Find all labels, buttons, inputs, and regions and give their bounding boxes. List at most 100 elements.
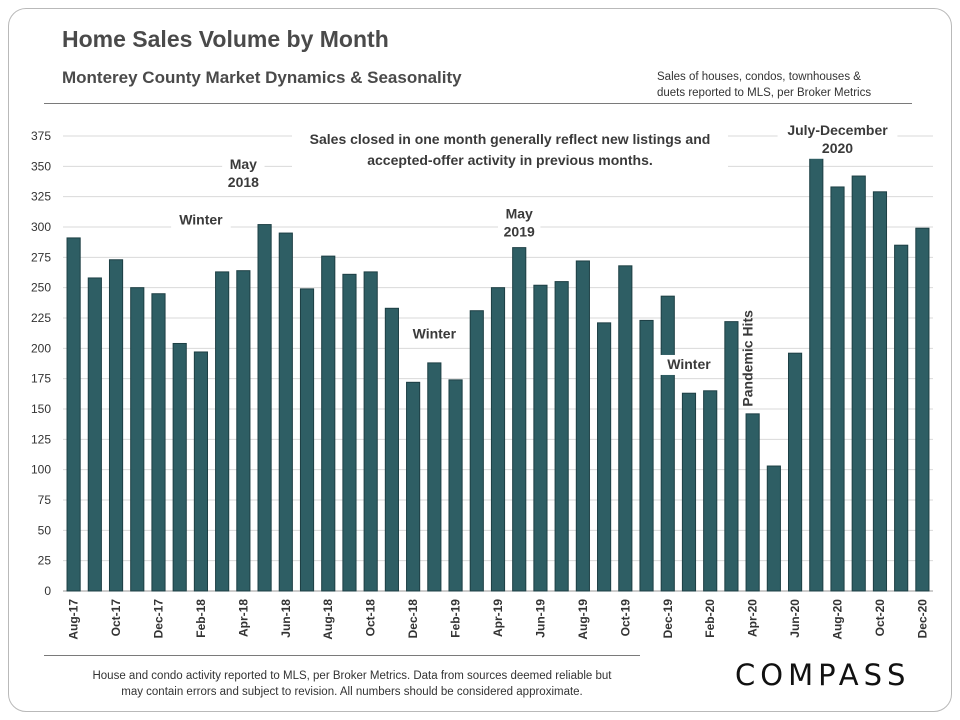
bar-Apr-18: [236, 270, 251, 592]
annotation-label: May: [230, 156, 257, 172]
x-tick-label: Aug-18: [321, 599, 335, 640]
x-tick-label: Oct-19: [618, 599, 632, 637]
y-tick-label: 125: [31, 432, 51, 446]
x-tick-label: Apr-18: [236, 599, 250, 637]
bar-Oct-18: [363, 271, 378, 592]
bar-Feb-18: [193, 351, 209, 592]
annotation-label: Winter: [179, 212, 223, 228]
x-tick-label: Feb-18: [194, 599, 208, 638]
compass-logo: COMPASS: [735, 658, 911, 692]
annotation-bg: [171, 210, 231, 231]
x-tick-label: Dec-18: [406, 599, 420, 639]
y-tick-label: 150: [31, 402, 51, 416]
bar-Jan-19: [427, 362, 442, 592]
bar-Oct-17: [108, 259, 124, 592]
annotation-bg: [404, 324, 465, 345]
x-tick-label: Oct-17: [109, 599, 123, 637]
bar-May-18: [257, 224, 272, 592]
bar-Dec-18: [406, 381, 421, 592]
bar-Dec-17: [151, 293, 166, 592]
bar-Jun-20: [787, 352, 803, 592]
chart-note-line: accepted-offer activity in previous mont…: [367, 152, 653, 168]
footer-line-2: may contain errors and subject to revisi…: [121, 686, 583, 698]
bar-Dec-20: [915, 227, 930, 592]
x-tick-label: Feb-20: [703, 599, 717, 638]
bar-Oct-19: [618, 265, 633, 592]
bar-Dec-19: [660, 295, 675, 592]
y-tick-label: 275: [31, 250, 51, 264]
footer-line-1: House and condo activity reported to MLS…: [92, 670, 612, 682]
source-note-line-1: Sales of houses, condos, townhouses &: [657, 71, 861, 83]
bar-Oct-20: [872, 191, 888, 592]
bar-Sep-20: [851, 175, 866, 592]
bar-Aug-17: [66, 237, 81, 592]
annotation-label: Winter: [413, 326, 457, 342]
footer-divider: [44, 655, 640, 656]
bar-Feb-19: [448, 379, 463, 592]
bar-Aug-18: [321, 255, 336, 592]
x-tick-label: Jun-20: [788, 599, 802, 638]
bar-Jan-18: [172, 342, 187, 592]
x-tick-label: Jun-19: [533, 599, 547, 638]
y-tick-label: 100: [31, 463, 51, 477]
footer-disclaimer: House and condo activity reported to MLS…: [62, 668, 642, 700]
x-tick-label: Dec-17: [151, 599, 165, 639]
bar-Jan-20: [681, 392, 697, 592]
page-title: Home Sales Volume by Month: [62, 26, 389, 52]
x-tick-label: Feb-19: [449, 599, 463, 638]
annotation-bg: [659, 354, 719, 375]
x-tick-label: Jun-18: [279, 599, 293, 638]
bar-Sep-18: [342, 273, 357, 592]
x-tick-label: Aug-20: [831, 599, 845, 640]
bar-Nov-17: [130, 287, 145, 592]
annotation-label: 2019: [504, 224, 535, 240]
y-tick-label: 50: [38, 523, 52, 537]
bar-Nov-18: [384, 307, 399, 592]
bar-Nov-20: [894, 244, 909, 592]
bar-Jun-19: [533, 284, 548, 592]
bar-Nov-19: [639, 319, 654, 592]
bar-Apr-20: [745, 413, 760, 592]
bar-Mar-18: [215, 271, 230, 592]
y-tick-label: 225: [31, 311, 51, 325]
x-tick-label: Aug-19: [576, 599, 590, 640]
y-tick-label: 375: [31, 129, 51, 143]
source-note: Sales of houses, condos, townhouses & du…: [657, 69, 871, 101]
page-subtitle: Monterey County Market Dynamics & Season…: [62, 68, 462, 87]
bar-Apr-19: [490, 287, 506, 592]
y-tick-label: 325: [31, 190, 51, 204]
bar-Aug-19: [575, 260, 590, 592]
header-divider: [44, 103, 912, 104]
y-tick-label: 75: [38, 493, 52, 507]
chart-note-line: Sales closed in one month generally refl…: [310, 131, 711, 147]
y-tick-label: 300: [31, 220, 51, 234]
y-tick-label: 0: [44, 584, 51, 598]
y-tick-label: 175: [31, 372, 51, 386]
annotation-label: 2018: [228, 174, 259, 190]
bar-Mar-20: [724, 321, 739, 592]
note-box: [292, 128, 728, 174]
bar-Mar-19: [469, 310, 484, 592]
source-note-line-2: duets reported to MLS, per Broker Metric…: [657, 87, 872, 99]
x-tick-label: Oct-20: [873, 599, 887, 637]
bar-Aug-20: [830, 186, 845, 592]
bar-May-19: [512, 247, 527, 592]
x-tick-label: Dec-20: [915, 599, 929, 639]
x-tick-label: Dec-19: [661, 599, 675, 639]
y-tick-label: 200: [31, 341, 51, 355]
x-tick-label: Apr-19: [491, 599, 505, 637]
bar-Jul-20: [809, 140, 824, 592]
annotation-label: Winter: [667, 356, 711, 372]
annotation-bg: [222, 154, 265, 193]
bar-Jul-19: [554, 281, 569, 592]
y-tick-label: 250: [31, 281, 51, 295]
y-tick-label: 25: [38, 554, 52, 568]
bar-Jun-18: [278, 232, 293, 592]
x-tick-label: Apr-20: [746, 599, 760, 637]
annotation-label: 2020: [822, 140, 853, 156]
bar-Feb-20: [703, 390, 718, 592]
annotation-label: Pandemic Hits: [740, 310, 756, 407]
bar-Sep-19: [597, 322, 612, 592]
annotation-label: May: [506, 206, 533, 222]
